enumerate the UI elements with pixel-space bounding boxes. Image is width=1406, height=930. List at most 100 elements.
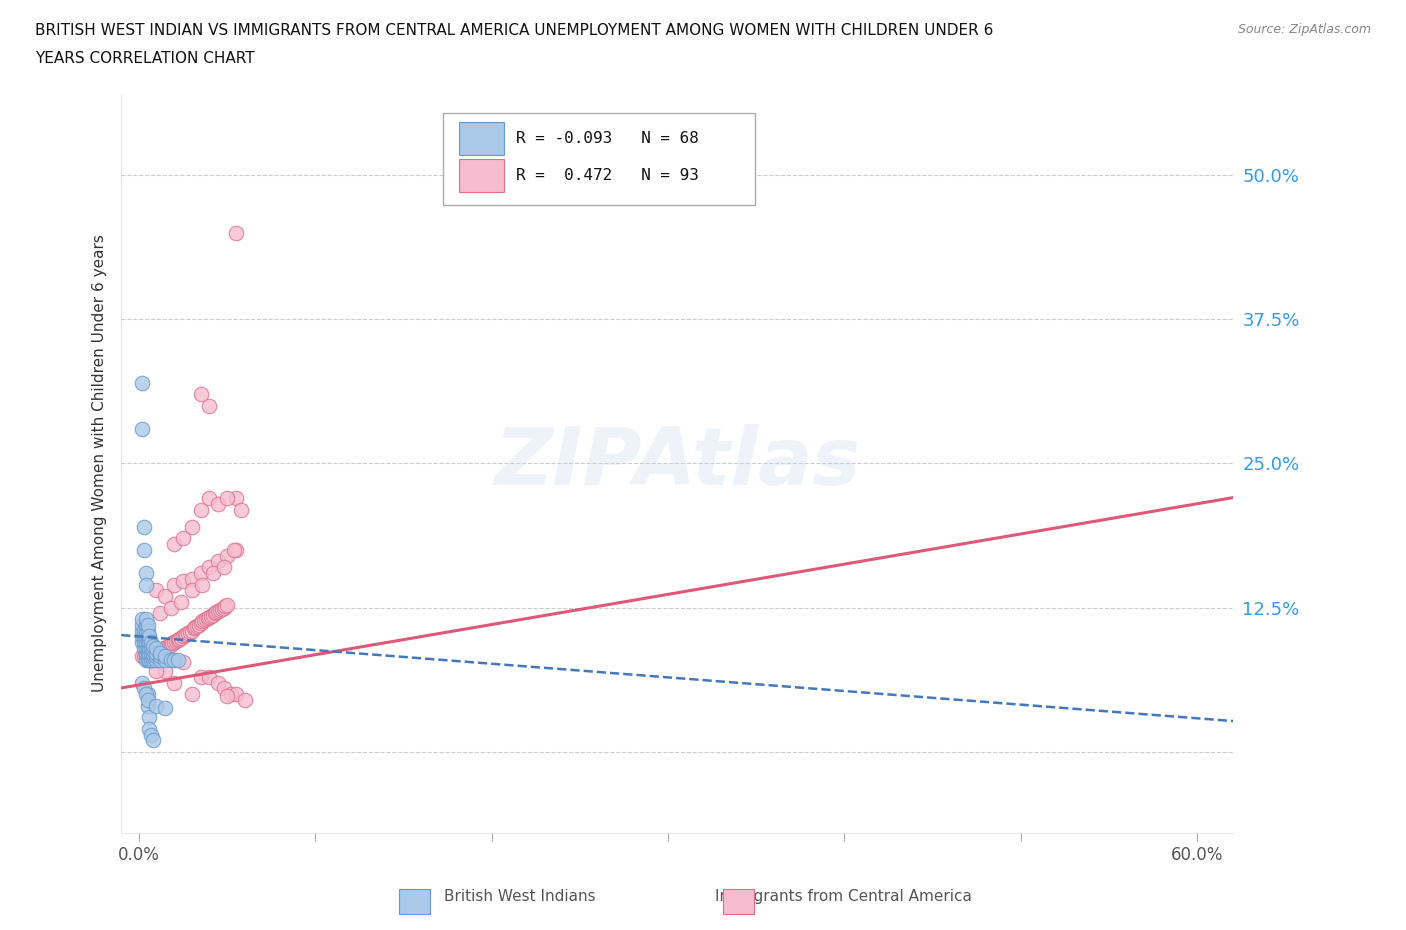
Point [198,398,221,413]
Point [183,621,205,636]
Point [134,542,156,557]
Y-axis label: Unemployment Among Women with Children Under 6 years: Unemployment Among Women with Children U… [93,234,107,692]
Point [136,618,159,632]
Point [141,652,163,667]
Point [145,698,167,713]
Point [190,387,212,402]
Point [159,652,181,667]
Point [225,686,247,701]
Point [180,686,202,701]
Point [134,623,156,638]
Point [135,641,157,656]
Point [187,618,209,632]
Point [131,618,153,632]
Point [145,583,167,598]
Text: British West Indians: British West Indians [444,889,596,904]
Point [169,631,191,646]
Point [219,686,242,701]
Point [134,648,156,663]
Point [142,643,165,658]
Point [155,589,177,604]
Point [138,710,160,724]
Point [180,583,202,598]
Point [145,644,167,659]
Point [142,646,165,661]
Point [141,727,163,742]
Point [191,578,214,592]
Point [225,542,247,557]
Point [134,641,156,656]
Point [135,648,157,663]
Point [135,629,157,644]
Point [198,490,221,505]
Point [135,623,157,638]
Point [134,629,156,644]
Point [149,648,172,663]
Point [166,632,188,647]
Point [155,700,177,715]
Point [141,635,163,650]
Point [141,646,163,661]
Point [224,542,246,557]
Point [150,642,173,657]
Point [136,686,159,701]
Point [138,652,160,667]
Point [135,646,157,661]
Point [131,612,153,627]
Point [233,693,256,708]
Point [142,652,165,667]
Point [131,629,153,644]
Point [190,670,212,684]
Point [135,612,157,627]
FancyBboxPatch shape [458,159,503,192]
Point [172,574,194,589]
Point [194,612,217,627]
Point [142,646,165,661]
Point [136,635,159,650]
Point [170,631,193,645]
Point [155,664,177,679]
Point [184,619,207,634]
Point [163,675,186,690]
Point [180,519,202,534]
Point [163,578,186,592]
Point [172,531,194,546]
Point [138,646,160,661]
Point [204,606,226,621]
Point [138,722,160,737]
Point [136,629,159,644]
Point [135,686,157,701]
Point [145,641,167,656]
Point [131,421,153,436]
Text: YEARS CORRELATION CHART: YEARS CORRELATION CHART [35,51,254,66]
Point [225,490,247,505]
Point [136,693,159,708]
Point [166,652,188,667]
Point [145,652,167,667]
Point [141,646,163,661]
Point [149,643,172,658]
Point [148,643,170,658]
Point [135,618,157,632]
Point [207,554,229,569]
Point [136,641,159,656]
Point [152,641,174,656]
FancyBboxPatch shape [443,113,755,205]
Point [131,635,153,650]
Point [198,560,221,575]
Point [134,681,156,696]
Point [136,652,159,667]
Point [149,652,172,667]
Point [212,560,235,575]
Point [163,537,186,551]
FancyBboxPatch shape [458,122,503,154]
Text: R =  0.472   N = 93: R = 0.472 N = 93 [516,167,699,183]
Point [172,655,194,670]
Point [176,627,198,642]
Point [173,628,195,643]
Point [145,664,167,679]
Point [180,571,202,586]
Point [149,645,172,660]
Point [215,490,238,505]
Point [201,565,224,580]
